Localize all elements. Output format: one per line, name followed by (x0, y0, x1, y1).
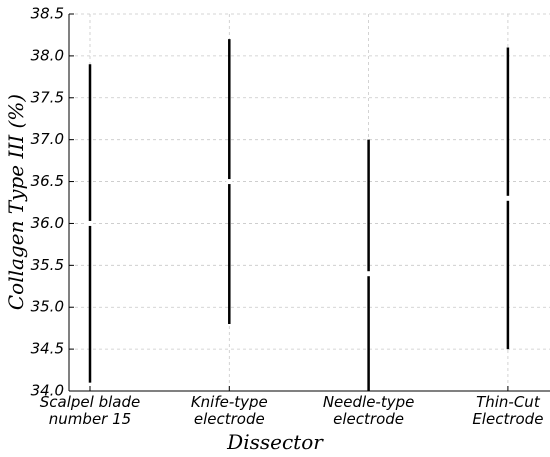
x-tick-label: Knife-type electrode (190, 393, 268, 428)
x-tick-label: Needle-type electrode (322, 393, 415, 428)
y-tick-label: 36.5 (31, 172, 64, 190)
x-tick-label: Scalpel blade number 15 (39, 393, 141, 428)
y-axis-label: Collagen Type III (%) (4, 93, 28, 311)
y-tick-label: 35.5 (31, 256, 64, 274)
y-tick-label: 36.0 (31, 214, 64, 232)
y-tick-label: 34.0 (31, 382, 64, 400)
y-tick-label: 34.5 (31, 340, 64, 358)
marks (87, 39, 511, 391)
y-tick-label: 37.0 (31, 130, 64, 148)
x-axis-label: Dissector (227, 430, 323, 454)
grid (69, 13, 550, 392)
y-tick-label: 38.0 (31, 46, 64, 64)
y-tick-label: 38.5 (31, 5, 64, 23)
y-tick-label: 37.5 (31, 88, 64, 106)
y-tick-label: 35.0 (31, 298, 64, 316)
x-tick-label: Thin-Cut Electrode (472, 393, 544, 428)
